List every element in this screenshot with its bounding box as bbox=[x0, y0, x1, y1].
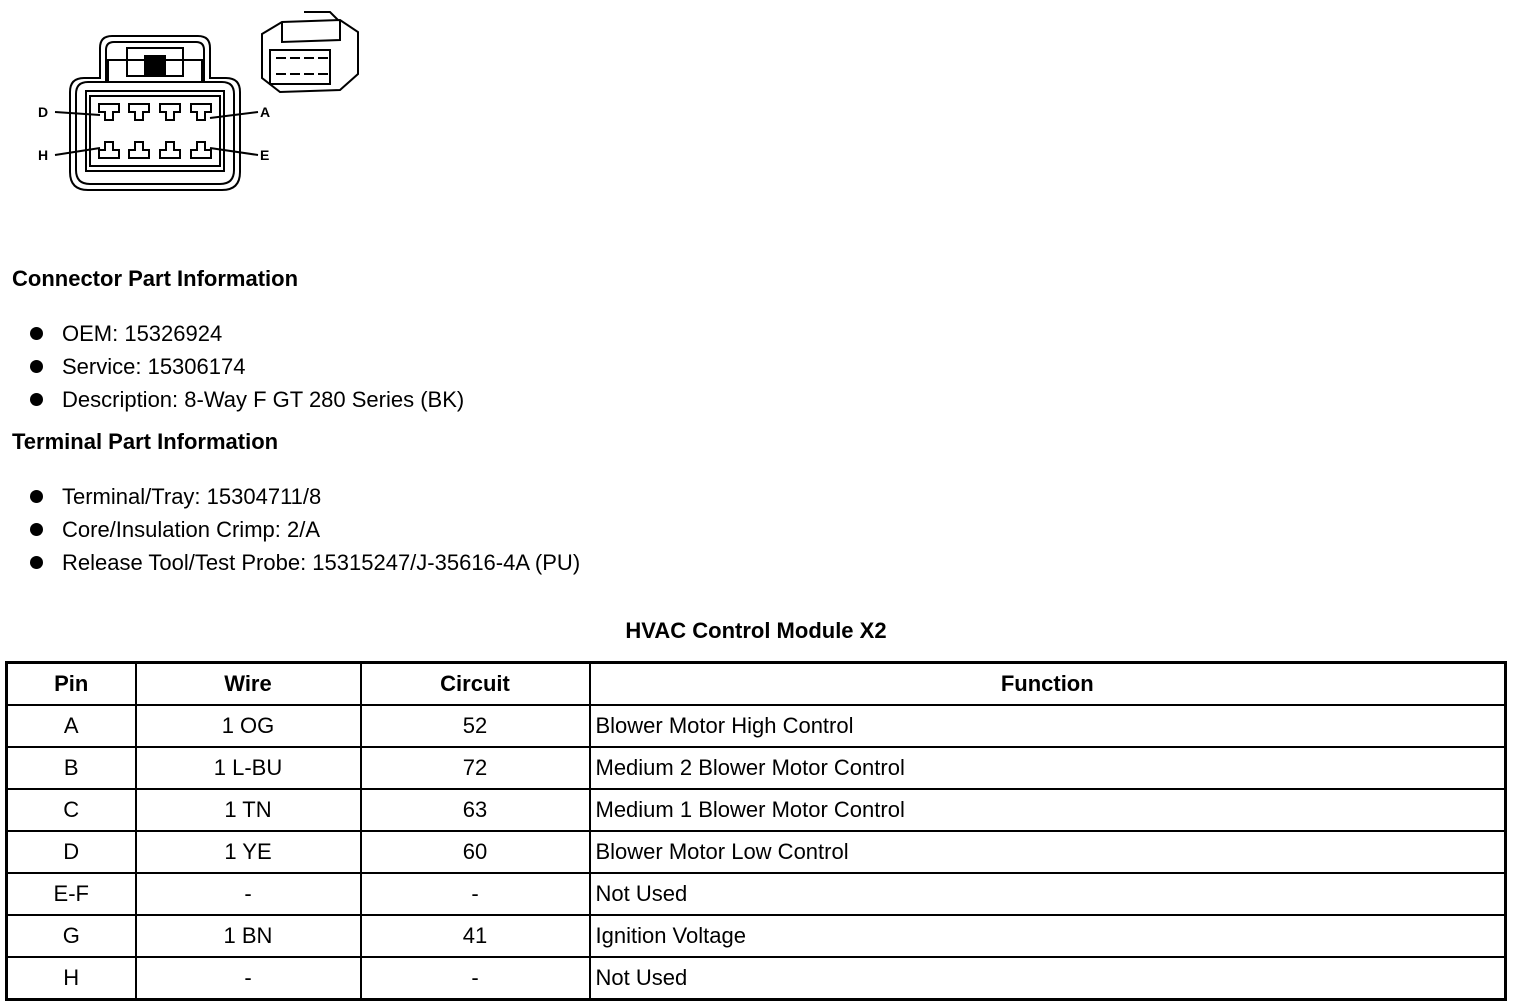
pin-label-d: D bbox=[38, 104, 48, 120]
list-item: Core/Insulation Crimp: 2/A bbox=[30, 513, 580, 546]
terminal-cavity bbox=[159, 103, 181, 121]
terminal-cavity bbox=[128, 103, 150, 121]
cell-pin: B bbox=[5, 746, 137, 790]
cell-pin: A bbox=[5, 704, 137, 748]
cell-function: Not Used bbox=[588, 872, 1507, 916]
list-item: Description: 8-Way F GT 280 Series (BK) bbox=[30, 383, 464, 416]
cell-wire: - bbox=[134, 872, 362, 916]
cell-pin: E-F bbox=[5, 872, 137, 916]
bullet-icon bbox=[30, 556, 43, 569]
terminal-cavity bbox=[98, 141, 120, 159]
cell-function: Blower Motor High Control bbox=[588, 704, 1507, 748]
cell-circuit: 60 bbox=[359, 830, 591, 874]
cell-function: Medium 2 Blower Motor Control bbox=[588, 746, 1507, 790]
terminal-cavity bbox=[159, 141, 181, 159]
cell-pin: G bbox=[5, 914, 137, 958]
header-pin: Pin bbox=[5, 661, 137, 706]
connector-3d-view bbox=[261, 11, 359, 94]
header-function: Function bbox=[588, 661, 1507, 706]
list-item: OEM: 15326924 bbox=[30, 317, 464, 350]
table-row: E-F - - Not Used bbox=[5, 872, 1507, 916]
connector-face-diagram: D A H E bbox=[38, 11, 359, 191]
cell-circuit: 72 bbox=[359, 746, 591, 790]
header-wire: Wire bbox=[134, 661, 362, 706]
cell-pin: H bbox=[5, 956, 137, 1001]
cell-function: Blower Motor Low Control bbox=[588, 830, 1507, 874]
cell-pin: D bbox=[5, 830, 137, 874]
cell-function: Not Used bbox=[588, 956, 1507, 1001]
pin-label-a: A bbox=[260, 104, 270, 120]
table-title: HVAC Control Module X2 bbox=[625, 618, 887, 643]
cell-wire: 1 TN bbox=[134, 788, 362, 832]
pin-label-e: E bbox=[260, 147, 269, 163]
list-item: Terminal/Tray: 15304711/8 bbox=[30, 480, 580, 513]
header-circuit: Circuit bbox=[359, 661, 591, 706]
terminal-info-heading: Terminal Part Information bbox=[12, 429, 279, 454]
cell-pin: C bbox=[5, 788, 137, 832]
cell-circuit: 41 bbox=[359, 914, 591, 958]
cell-wire: 1 YE bbox=[134, 830, 362, 874]
terminal-cavity bbox=[190, 141, 212, 159]
bullet-icon bbox=[30, 327, 43, 340]
cell-circuit: - bbox=[359, 956, 591, 1001]
connector-info-list: OEM: 15326924 Service: 15306174 Descript… bbox=[30, 317, 464, 416]
bullet-icon bbox=[30, 523, 43, 536]
cell-wire: 1 BN bbox=[134, 914, 362, 958]
bullet-icon bbox=[30, 393, 43, 406]
bullet-icon bbox=[30, 490, 43, 503]
table-header-row: Pin Wire Circuit Function bbox=[5, 661, 1507, 706]
terminal-cavity bbox=[128, 141, 150, 159]
cell-circuit: 63 bbox=[359, 788, 591, 832]
terminal-cavity bbox=[190, 103, 212, 121]
connector-info-heading: Connector Part Information bbox=[12, 266, 299, 291]
terminal-info-list: Terminal/Tray: 15304711/8 Core/Insulatio… bbox=[30, 480, 580, 579]
list-item: Release Tool/Test Probe: 15315247/J-3561… bbox=[30, 546, 580, 579]
cell-function: Medium 1 Blower Motor Control bbox=[588, 788, 1507, 832]
list-item: Service: 15306174 bbox=[30, 350, 464, 383]
cell-function: Ignition Voltage bbox=[588, 914, 1507, 958]
table-row: H - - Not Used bbox=[5, 956, 1507, 1001]
terminal-cavity bbox=[98, 103, 120, 121]
cell-wire: 1 L-BU bbox=[134, 746, 362, 790]
cell-wire: 1 OG bbox=[134, 704, 362, 748]
pin-label-h: H bbox=[38, 147, 48, 163]
bullet-icon bbox=[30, 360, 43, 373]
cell-circuit: - bbox=[359, 872, 591, 916]
cell-wire: - bbox=[134, 956, 362, 1001]
cell-circuit: 52 bbox=[359, 704, 591, 748]
